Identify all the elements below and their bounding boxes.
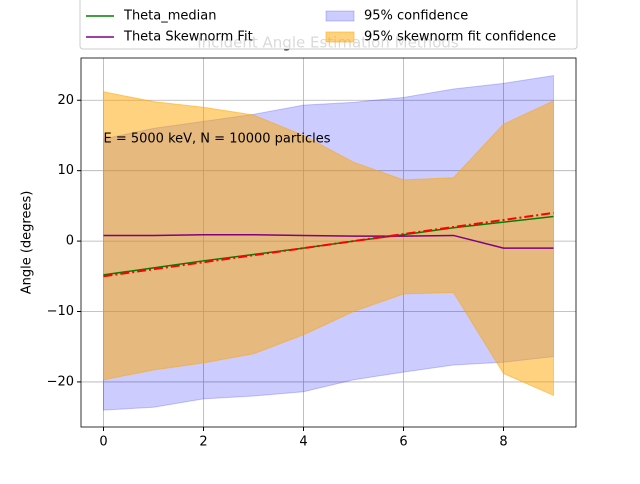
x-tick-label: 4 — [299, 435, 307, 450]
series-line — [103, 211, 554, 278]
y-tick-label: 10 — [57, 163, 74, 178]
x-tick-label: 0 — [99, 435, 107, 450]
y-tick-label: −20 — [47, 374, 74, 389]
series-line — [103, 234, 554, 249]
legend-label: 95% confidence — [364, 9, 468, 24]
legend-swatch — [325, 31, 355, 43]
legend-label: Theta Skewnorm Fit — [123, 30, 253, 45]
y-tick-label: 0 — [66, 234, 74, 249]
y-axis-label: Angle (degrees) — [20, 191, 35, 295]
x-tick-label: 8 — [499, 435, 507, 450]
x-tick-label: 2 — [199, 435, 207, 450]
y-tick-label: 20 — [57, 93, 74, 108]
y-tick-label: −10 — [47, 304, 74, 319]
annotation: E = 5000 keV, N = 10000 particles — [104, 131, 331, 146]
confidence-band — [103, 91, 554, 397]
legend-label: Theta_median — [123, 9, 216, 24]
x-tick-label: 6 — [399, 435, 407, 450]
plot-frame — [80, 57, 577, 428]
legend-swatch — [325, 10, 355, 22]
legend-label: 95% skewnorm fit confidence — [364, 30, 556, 45]
legend-box — [79, 0, 578, 50]
